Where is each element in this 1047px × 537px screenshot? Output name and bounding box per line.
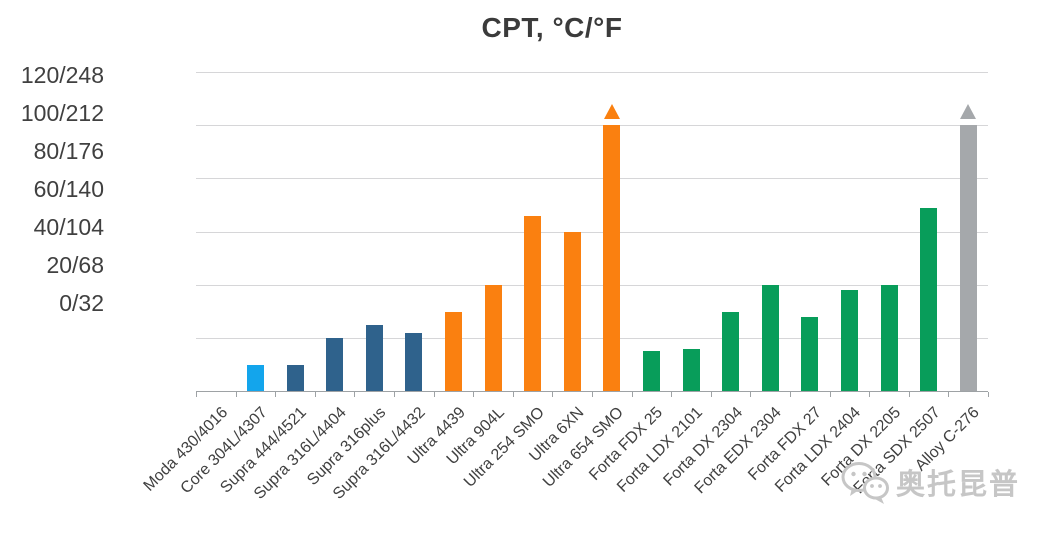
bar-forta-fdx-27 [801,316,819,392]
y-tick-label-60-140: 60/140 [33,176,104,202]
bar-forta-ldx-2101 [682,348,700,392]
gridline-120 [196,72,988,73]
exceeds-scale-arrow-ultra-654-smo [603,104,620,120]
y-tick-label-100-212: 100/212 [20,100,104,126]
bar-alloy-c-276 [959,125,977,392]
axis-tick [988,392,989,398]
axis-tick [354,392,356,398]
watermark-text: 奥托昆普 [896,469,1021,501]
bar-supra-316l-4404 [326,338,344,392]
y-tick-label-0-32: 0/32 [59,290,104,316]
y-tick-label-120-248: 120/248 [20,62,104,88]
bar-forta-ldx-2404 [840,290,858,392]
bar-ultra-4439 [444,311,462,392]
axis-tick [552,392,554,398]
bar-forta-edx-2304 [761,284,779,392]
bar-supra-316l-4432 [405,332,423,392]
axis-tick [631,392,633,398]
y-tick-label-40-104: 40/104 [33,214,104,240]
bar-forta-dx-2304 [722,311,740,392]
axis-tick [671,392,673,398]
axis-tick [473,392,475,398]
gridline-40 [196,284,988,286]
bar-supra-316plus [365,324,383,392]
wechat-icon [841,462,889,504]
axis-tick [948,392,950,398]
exceeds-scale-arrow-alloy-c-276 [960,104,977,120]
axis-tick [908,392,910,398]
axis-tick [592,392,593,398]
axis-tick [750,392,752,398]
gridline-60 [196,231,988,233]
axis-tick [829,392,831,398]
gridline-20 [196,338,988,340]
gridline-100 [196,125,988,127]
bar-forta-fdx-25 [642,351,660,392]
bar-supra-444-4521 [286,364,304,392]
axis-tick [394,392,395,398]
axis-tick [235,392,237,398]
chart-title: CPT, °C/°F [481,12,623,43]
axis-tick [710,392,712,398]
x-axis-line [196,391,988,393]
axis-tick [433,392,435,398]
axis-tick [314,392,316,398]
gridline-80 [196,178,988,180]
bar-ultra-254-smo [524,215,542,392]
axis-tick [869,392,871,398]
bar-ultra-904l [484,284,502,392]
axis-tick [196,392,197,398]
axis-tick [275,392,277,398]
axis-tick [790,392,791,398]
axis-tick [512,392,514,398]
bar-forta-dx-2205 [880,284,898,392]
watermark: 奥托昆普 [840,458,1020,506]
bar-ultra-6xn [563,231,581,392]
bar-core-304l-4307 [246,364,264,392]
bar-ultra-654-smo [603,125,621,392]
y-tick-label-20-68: 20/68 [46,252,104,278]
y-tick-label-80-176: 80/176 [33,138,104,164]
bar-forta-sdx-2507 [920,207,938,392]
